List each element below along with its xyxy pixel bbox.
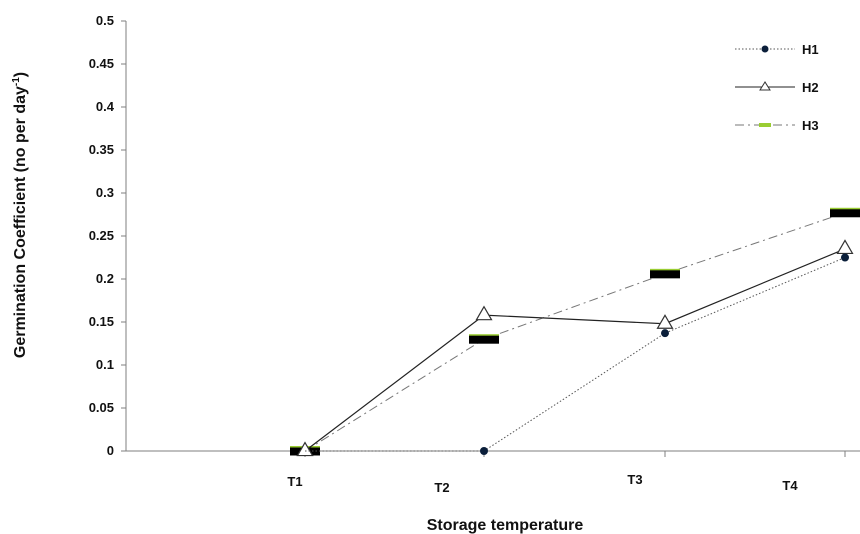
legend-item-h1: H1 xyxy=(735,42,819,57)
x-axis: T1 T2 T3 T4 xyxy=(126,450,860,495)
series-h2 xyxy=(296,239,854,457)
series-h3 xyxy=(290,207,860,456)
h3-point xyxy=(469,334,499,344)
h1-point xyxy=(661,329,669,338)
legend-label: H2 xyxy=(802,80,819,95)
h2-point xyxy=(656,314,674,329)
x-tick-label: T2 xyxy=(434,480,449,495)
legend-label: H1 xyxy=(802,42,819,57)
y-tick-label: 0.15 xyxy=(89,314,114,329)
y-tick-label: 0.5 xyxy=(96,13,114,28)
x-axis-title: Storage temperature xyxy=(427,517,584,534)
series-line-h3 xyxy=(304,212,846,452)
y-tick-label: 0 xyxy=(107,443,114,458)
x-tick-label: T3 xyxy=(627,472,642,487)
x-tick-label: T1 xyxy=(287,474,302,489)
y-tick-label: 0.45 xyxy=(89,56,114,71)
h3-point-highlight xyxy=(830,207,860,210)
h2-point xyxy=(836,239,854,255)
legend-item-h2: H2 xyxy=(735,80,819,95)
y-axis-title-superscript: -1 xyxy=(11,77,22,86)
y-axis-title-main: Germination Coefficient (no per day xyxy=(12,86,29,358)
y-tick-label: 0.35 xyxy=(89,142,114,157)
y-tick-label: 0.1 xyxy=(96,357,114,372)
legend-label: H3 xyxy=(802,118,819,133)
h1-point xyxy=(480,447,488,455)
h3-point xyxy=(650,269,680,279)
y-axis-title-close: ) xyxy=(12,72,29,77)
y-tick-label: 0.25 xyxy=(89,228,114,243)
y-tick-label: 0.3 xyxy=(96,185,114,200)
h3-point xyxy=(830,208,860,218)
x-tick-label: T4 xyxy=(782,478,798,493)
h3-point-highlight xyxy=(650,268,680,271)
h3-point-highlight xyxy=(469,334,499,336)
y-axis: 0 0.05 0.1 0.15 0.2 0.25 0.3 0.35 0.4 0.45 0.5 xyxy=(89,13,127,458)
legend-marker-circle xyxy=(761,45,769,53)
series-line-h2 xyxy=(304,248,846,452)
series-h1 xyxy=(305,253,849,455)
legend-item-h3: H3 xyxy=(735,118,819,133)
series-layer xyxy=(290,207,860,457)
legend-marker-triangle xyxy=(759,81,771,91)
y-tick-label: 0.4 xyxy=(96,99,115,114)
series-line-h1 xyxy=(305,257,846,452)
y-tick-label: 0.05 xyxy=(89,400,114,415)
legend-marker-dash xyxy=(759,123,771,127)
y-tick-label: 0.2 xyxy=(96,271,114,286)
h2-point xyxy=(475,305,493,321)
legend: H1 H2 H3 xyxy=(735,42,819,133)
h2-point xyxy=(296,441,314,457)
h1-point xyxy=(841,253,849,262)
y-axis-title: Germination Coefficient (no per day-1) xyxy=(11,72,29,358)
